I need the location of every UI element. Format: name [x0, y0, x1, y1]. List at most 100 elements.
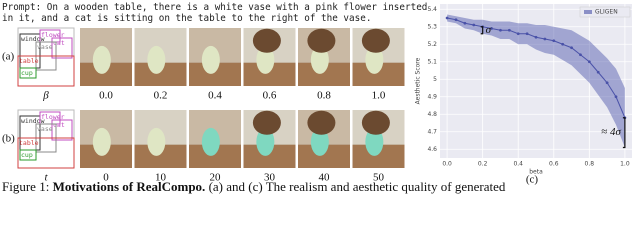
row-tag: (a) [2, 51, 15, 63]
x-tick-label: 0.8 [585, 161, 595, 168]
layout-label: table [19, 57, 39, 65]
figure: Prompt: On a wooden table, there is a wh… [2, 2, 632, 194]
photo-vase [201, 127, 220, 156]
step-label: 0.0 [99, 90, 113, 102]
photo-table [352, 144, 405, 168]
x-tick-label: 0.0 [442, 161, 452, 168]
x-tick-label: 0.6 [549, 161, 559, 168]
point [534, 35, 538, 39]
layout-label: flower [41, 113, 65, 121]
photo-table [189, 144, 241, 168]
prompt: Prompt: On a wooden table, there is a wh… [2, 2, 427, 24]
photo-table [352, 62, 405, 86]
row-tag: (b) [2, 133, 15, 145]
step-label: 30 [264, 172, 276, 184]
point [490, 27, 493, 30]
layout-box [51, 119, 73, 141]
photo-table [298, 144, 350, 168]
sigma-bracket [622, 117, 626, 149]
point [525, 32, 529, 36]
point [552, 39, 556, 43]
layout-box [17, 55, 75, 87]
caption-label: Figure 1: [2, 179, 53, 194]
layout-box [19, 67, 37, 79]
photo-vase [256, 45, 275, 74]
photo-vase [92, 127, 111, 156]
y-tick-label: 4.9 [427, 93, 437, 100]
step-label: 50 [373, 172, 385, 184]
x-tick-label: 0.2 [478, 161, 488, 168]
plot-area [440, 4, 632, 158]
point [570, 46, 573, 50]
y-tick-label: 5.4 [427, 6, 437, 13]
annotation: ≈ 4σ [601, 126, 621, 138]
step-label: 1.0 [372, 90, 386, 102]
photo-vase [310, 127, 329, 156]
point [472, 23, 476, 27]
layout-label: vase [37, 43, 53, 51]
layout-label: cup [21, 151, 33, 159]
layout-label: window [21, 35, 45, 43]
layout-box [17, 137, 75, 169]
step-label: 20 [210, 172, 222, 184]
photo-vase [310, 45, 329, 74]
point [614, 95, 618, 99]
point [454, 18, 458, 22]
point [543, 37, 547, 41]
caption-text: (a) and (c) The realism and aesthetic qu… [205, 179, 506, 194]
step-label: 0 [103, 172, 109, 184]
point [499, 28, 502, 32]
chart: 4.6 4.7 4.8 4.9 5 5.1 5.2 5.3 5.4 0.0 0.2 0.4 0.6 0.8… [415, 4, 632, 186]
caption-title: Motivations of RealCompo. [53, 179, 206, 194]
photo-vase [201, 45, 220, 74]
y-tick-label: 5.1 [427, 58, 437, 65]
legend-swatch [584, 10, 592, 14]
point [561, 42, 565, 46]
sigma-bracket [480, 26, 484, 35]
prompt-line: in it, and a cat is sitting on the table… [2, 13, 371, 24]
caption: Figure 1: Motivations of RealCompo. (a) … [2, 179, 506, 194]
photo-table [80, 144, 132, 168]
x-tick-label: 1.0 [620, 161, 630, 168]
step-label: 0.8 [317, 90, 331, 102]
photo-vase [365, 127, 384, 156]
y-tick-label: 4.6 [427, 146, 437, 153]
layout-label: vase [37, 125, 53, 133]
point [507, 28, 511, 32]
y-tick-label: 5 [433, 76, 437, 83]
photo-table [243, 62, 296, 86]
photo-vase [256, 127, 275, 156]
layout-box [51, 37, 73, 59]
layout-label: window [21, 117, 45, 125]
photo-flower [307, 28, 336, 53]
point [445, 16, 449, 20]
legend-box [579, 6, 631, 18]
photo-flower [361, 28, 390, 53]
step-label: 0.4 [208, 90, 222, 102]
photo-table [134, 144, 187, 168]
prompt-line: Prompt: On a wooden table, there is a wh… [2, 2, 427, 13]
photo-table [134, 62, 187, 86]
layout-label: cat [53, 121, 65, 129]
photo-table [80, 62, 132, 86]
photo-table [189, 62, 241, 86]
x-tick-label: 0.4 [513, 161, 523, 168]
photo-flower [307, 110, 336, 135]
photo-flower [252, 110, 281, 135]
photo-vase [147, 45, 166, 74]
step-label: 0.2 [154, 90, 168, 102]
point [587, 60, 591, 64]
point [596, 70, 600, 74]
layout-label: cup [21, 69, 33, 77]
error-band [447, 14, 625, 148]
layout-label: flower [41, 31, 65, 39]
photo-flower [252, 28, 281, 53]
point [605, 81, 609, 85]
legend-label: GLIGEN [595, 9, 618, 16]
row-symbol: β [42, 90, 49, 102]
photo-vase [92, 45, 111, 74]
y-tick-label: 4.7 [427, 128, 437, 135]
layout-box [19, 149, 37, 161]
annotation: σ [486, 24, 492, 36]
